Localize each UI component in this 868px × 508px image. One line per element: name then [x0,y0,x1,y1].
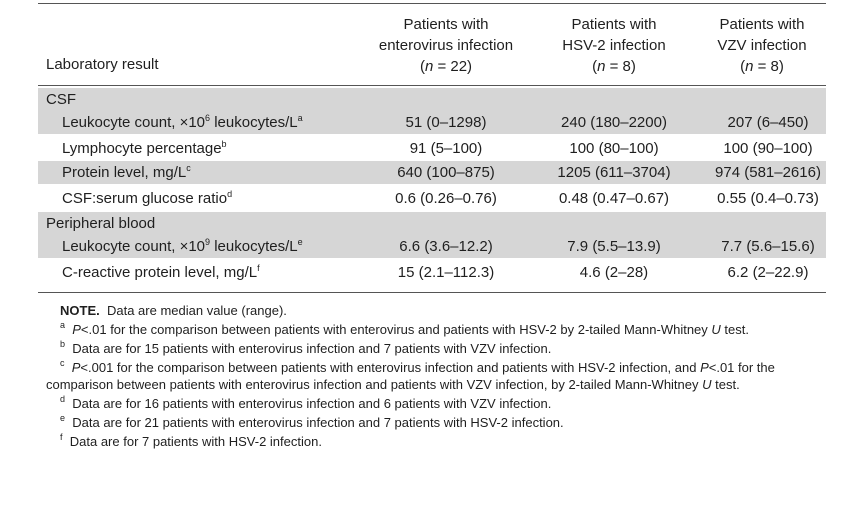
note-line: NOTE. Data are median value (range). [46,302,826,319]
column-header-line2: HSV-2 infection [562,37,666,54]
row-label: Leukocyte count, ×106 leukocytes/La [62,113,303,132]
cell-enterovirus: 640 (100–875) [397,164,495,181]
table-row: C-reactive protein level, mg/Lf 15 (2.1–… [38,261,826,284]
section-title: Peripheral blood [46,215,156,232]
cell-hsv2: 7.9 (5.5–13.9) [567,238,661,255]
cell-vzv: 974 (581–2616) [715,164,821,181]
row-label: Lymphocyte percentageb [62,139,227,158]
cell-enterovirus: 15 (2.1–112.3) [397,264,495,281]
footnote-f: f Data are for 7 patients with HSV-2 inf… [60,432,322,450]
table-top-rule [38,3,826,4]
cell-enterovirus: 6.6 (3.6–12.2) [399,238,493,255]
column-header-hsv2: Patients with HSV-2 infection (n = 8) [514,14,714,77]
cell-hsv2: 0.48 (0.47–0.67) [558,190,670,207]
row-label: Leukocyte count, ×109 leukocytes/Le [62,237,303,256]
section-title: CSF [46,91,76,108]
section-header-peripheral-blood: Peripheral blood [38,212,826,235]
cell-vzv: 0.55 (0.4–0.73) [717,190,819,207]
cell-hsv2: 100 (80–100) [569,140,659,157]
cell-hsv2: 1205 (611–3704) [557,164,671,181]
footnote-e: e Data are for 21 patients with enterovi… [60,413,564,431]
column-header-enterovirus: Patients with enterovirus infection (n =… [346,14,546,77]
cell-vzv: 100 (90–100) [723,140,813,157]
table-row: Leukocyte count, ×106 leukocytes/La 51 (… [38,111,826,134]
note-text: Data are median value (range). [106,303,287,318]
cell-enterovirus: 0.6 (0.26–0.76) [395,190,497,207]
footnote-c: c P<.001 for the comparison between pati… [46,358,775,393]
cell-enterovirus: 51 (0–1298) [405,114,487,131]
footnote-b: b Data are for 15 patients with enterovi… [60,339,552,357]
column-header-n: (n = 8) [592,58,636,75]
footnote-d: d Data are for 16 patients with enterovi… [60,394,552,412]
column-header-vzv: Patients with VZV infection (n = 8) [662,14,862,77]
column-header-line1: Patients with [403,16,489,33]
column-header-n: (n = 22) [419,58,473,75]
table-row: Protein level, mg/Lc 640 (100–875) 1205 … [38,161,826,184]
section-header-csf: CSF [38,88,826,111]
note-label: NOTE. [60,303,100,318]
table-bottom-rule [38,292,826,293]
cell-hsv2: 4.6 (2–28) [579,264,649,281]
column-header-line1: Patients with [571,16,657,33]
header-rule [38,85,826,86]
column-header-n: (n = 8) [740,58,784,75]
column-header-line2: VZV infection [717,37,807,54]
row-label: C-reactive protein level, mg/Lf [62,263,260,282]
row-label: CSF:serum glucose ratiod [62,189,233,208]
table-notes: NOTE. Data are median value (range). a P… [46,302,826,452]
table-row: Lymphocyte percentageb 91 (5–100) 100 (8… [38,137,826,160]
footnote-a: a P<.01 for the comparison between patie… [60,320,749,338]
table-row: CSF:serum glucose ratiod 0.6 (0.26–0.76)… [38,187,826,210]
cell-vzv: 207 (6–450) [727,114,809,131]
column-header-line1: Patients with [719,16,805,33]
cell-enterovirus: 91 (5–100) [409,140,483,157]
row-label-header: Laboratory result [46,56,159,73]
cell-vzv: 6.2 (2–22.9) [727,264,809,281]
row-label: Protein level, mg/Lc [62,163,191,182]
cell-hsv2: 240 (180–2200) [561,114,667,131]
table-row: Leukocyte count, ×109 leukocytes/Le 6.6 … [38,235,826,258]
cell-vzv: 7.7 (5.6–15.6) [721,238,815,255]
column-header-line2: enterovirus infection [378,37,514,54]
